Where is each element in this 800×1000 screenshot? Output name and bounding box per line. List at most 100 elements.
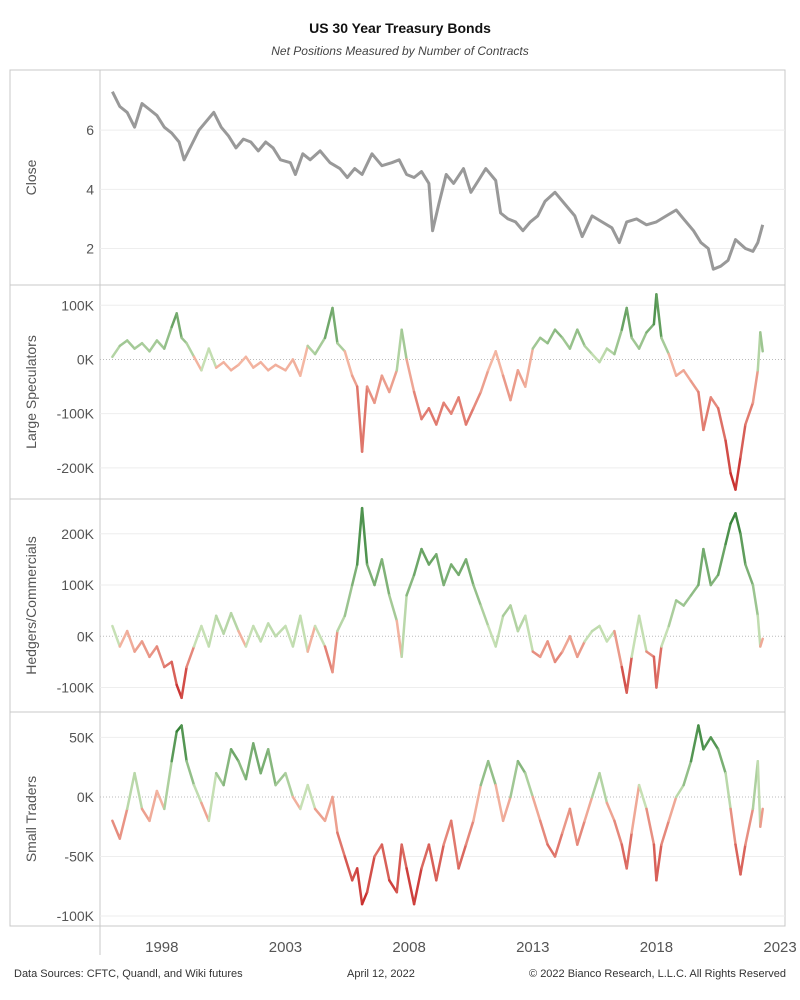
series-segment	[336, 831, 347, 858]
series-segment	[331, 629, 339, 674]
y-tick-label: 200K	[61, 526, 94, 542]
series-segment	[420, 547, 431, 566]
series-segment	[716, 748, 727, 775]
y-tick-label: 4	[86, 181, 94, 197]
series-segment	[464, 558, 475, 587]
series-segment	[155, 339, 166, 350]
series-segment	[724, 771, 732, 811]
series-segment	[118, 339, 129, 348]
series-segment	[524, 614, 535, 653]
y-tick-label: -100K	[57, 406, 95, 422]
x-tick-label: 2003	[269, 939, 302, 956]
series-segment	[111, 344, 122, 359]
series-segment	[729, 807, 737, 846]
series-segment	[274, 363, 287, 372]
series-segment	[244, 355, 255, 369]
series-segment	[388, 369, 399, 394]
series-segment	[360, 506, 369, 566]
series-segment	[259, 622, 270, 643]
series-segment	[697, 547, 705, 587]
series-segment	[637, 614, 648, 653]
series-segment	[739, 843, 747, 876]
series-segment	[630, 614, 641, 659]
x-tick-label: 2008	[392, 939, 425, 956]
series-segment	[355, 385, 364, 453]
series-segment	[331, 795, 339, 834]
series-segment	[546, 843, 557, 858]
series-segment	[739, 532, 747, 566]
panel-3: 200K 100K 0K -100K Hedgers/Commercials	[10, 498, 785, 700]
series-segment	[546, 640, 557, 664]
series-segment	[222, 611, 233, 635]
series-segment	[494, 783, 505, 823]
series-segment	[400, 594, 408, 659]
series-segment	[148, 645, 159, 659]
series-segment	[702, 396, 713, 432]
series-segment	[449, 563, 460, 577]
series-segment	[689, 583, 700, 597]
net-position-series	[111, 293, 764, 491]
series-segment	[388, 594, 399, 623]
series-segment	[395, 619, 403, 659]
series-segment	[516, 369, 527, 388]
series-segment	[380, 558, 391, 597]
series-segment	[516, 759, 527, 775]
series-segment	[323, 795, 334, 823]
series-segment	[350, 374, 359, 388]
series-segment	[155, 645, 166, 669]
series-segment	[400, 843, 408, 870]
x-tick-label: 1998	[145, 939, 178, 956]
x-tick-label: 2018	[640, 939, 673, 956]
series-segment	[667, 795, 678, 823]
series-segment	[501, 374, 512, 402]
series-segment	[709, 396, 720, 410]
series-segment	[175, 312, 183, 340]
series-segment	[163, 759, 173, 811]
series-segment	[457, 558, 468, 577]
series-segment	[655, 293, 663, 340]
series-segment	[734, 843, 742, 876]
series-segment	[605, 801, 616, 823]
series-segment	[222, 360, 233, 372]
series-segment	[229, 748, 240, 763]
report-date: April 12, 2022	[347, 968, 415, 980]
series-segment	[185, 645, 196, 669]
series-segment	[125, 629, 136, 653]
data-sources-note: Data Sources: CFTC, Quandl, and Wiki fut…	[14, 968, 243, 980]
series-segment	[237, 759, 248, 781]
series-segment	[751, 369, 760, 405]
series-segment	[613, 629, 624, 669]
series-segment	[486, 624, 497, 648]
series-segment	[207, 771, 218, 823]
panel-2: 100K 0K -100K -200K Large Speculators	[10, 284, 785, 491]
series-segment	[734, 455, 742, 491]
series-segment	[739, 423, 747, 459]
series-segment	[365, 855, 376, 894]
series-segment	[546, 328, 557, 345]
series-segment	[561, 336, 572, 350]
series-segment	[355, 867, 364, 906]
series-segment	[200, 624, 211, 648]
series-segment	[598, 771, 609, 805]
series-segment	[494, 350, 505, 377]
series-segment	[427, 407, 438, 426]
series-segment	[486, 350, 497, 372]
series-segment	[697, 390, 705, 432]
series-segment	[299, 614, 309, 653]
series-segment	[170, 312, 178, 329]
series-segment	[244, 624, 255, 648]
series-segment	[229, 611, 240, 633]
series-segment	[118, 629, 129, 648]
series-segment	[350, 563, 359, 587]
series-segment	[140, 807, 151, 823]
series-segment	[744, 807, 755, 846]
series-segment	[509, 604, 520, 633]
series-segment	[266, 748, 277, 787]
series-segment	[590, 352, 601, 364]
series-segment	[509, 369, 520, 402]
series-segment	[284, 771, 295, 799]
series-segment	[313, 807, 327, 823]
series-segment	[620, 306, 628, 331]
series-segment	[343, 583, 354, 618]
series-segment	[590, 771, 601, 799]
